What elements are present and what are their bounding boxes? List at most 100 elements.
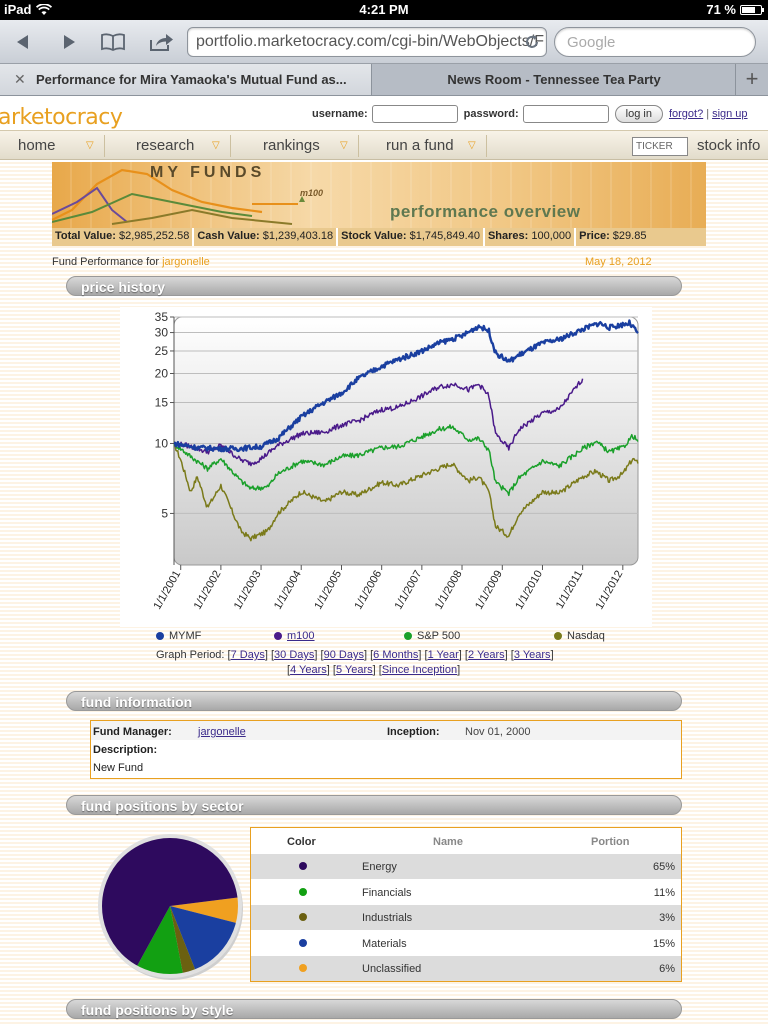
x-tick-label: 1/1/2005 <box>312 569 344 612</box>
clock: 4:21 PM <box>359 2 409 17</box>
page-content: MY FUNDS m100 performance overview Total… <box>0 160 768 1024</box>
sector-color-swatch <box>299 964 307 972</box>
forgot-link[interactable]: forgot? <box>668 108 704 120</box>
y-tick-label: 35 <box>155 310 169 324</box>
description-label: Description: <box>93 744 158 756</box>
chevron-down-icon[interactable]: ▽ <box>212 140 220 151</box>
series-line <box>173 378 584 467</box>
close-tab-icon[interactable]: ✕ <box>14 71 26 87</box>
sector-row: Unclassified 6% <box>251 956 681 981</box>
period-link[interactable]: 7 Days <box>230 649 265 661</box>
price-history-chart: 5 10 15 20 25 30 35 1/1/2001 1/1/2002 1/1/2003 1/1… <box>120 307 652 627</box>
wifi-icon <box>36 3 53 15</box>
main-nav: home ▽ research ▽ rankings ▽ run a fund … <box>0 130 768 160</box>
fund-performance-label: Fund Performance for jargonelle <box>52 256 210 268</box>
legend-swatch <box>156 632 164 640</box>
sector-name: Financials <box>362 886 412 899</box>
device-label: iPad <box>4 2 32 17</box>
legend-swatch <box>404 632 412 640</box>
nav-run-a-fund[interactable]: run a fund <box>386 137 454 154</box>
tab-performance[interactable]: ✕ Performance for Mira Yamaoka's Mutual … <box>0 64 372 95</box>
nav-research[interactable]: research <box>136 137 195 154</box>
chart-legend: MYMF m100 S&P 500 Nasdaq <box>156 630 626 644</box>
fund-manager-label: Fund Manager: <box>93 726 172 738</box>
header-portion: Portion <box>591 836 630 848</box>
new-tab-button[interactable]: + <box>735 64 768 95</box>
legend-item: MYMF <box>156 630 201 642</box>
back-button[interactable] <box>8 28 38 56</box>
header-color: Color <box>287 836 316 848</box>
share-button[interactable] <box>146 28 176 56</box>
legend-item: S&P 500 <box>404 630 460 642</box>
bookmarks-button[interactable] <box>98 28 128 56</box>
stock-info-button[interactable]: stock info <box>697 137 761 154</box>
period-link[interactable]: 4 Years <box>290 664 327 676</box>
price: Price: $29.85 <box>579 230 647 242</box>
period-link[interactable]: Since Inception <box>381 664 458 676</box>
nav-home[interactable]: home <box>18 137 56 154</box>
nav-divider <box>486 135 487 157</box>
period-link[interactable]: 3 Years <box>513 649 551 661</box>
nav-rankings[interactable]: rankings <box>263 137 320 154</box>
period-link[interactable]: 2 Years <box>467 649 505 661</box>
site-header: arketocracy username: password: log in f… <box>0 96 768 130</box>
login-button[interactable]: log in <box>614 105 663 123</box>
link-separator: | <box>706 108 710 120</box>
x-tick-label: 1/1/2007 <box>393 569 425 612</box>
period-link[interactable]: 6 Months <box>373 649 419 661</box>
legend-swatch <box>274 632 282 640</box>
y-tick-label: 25 <box>155 344 169 358</box>
sector-row: Industrials 3% <box>251 905 681 930</box>
graph-period: Graph Period: [7 Days] [30 Days] [90 Day… <box>156 649 554 676</box>
fund-info-table: Fund Manager: jargonelle Inception: Nov … <box>90 720 682 779</box>
plus-icon: + <box>745 66 759 91</box>
legend-label[interactable]: m100 <box>287 630 315 642</box>
address-bar[interactable]: portfolio.marketocracy.com/cgi-bin/WebOb… <box>187 27 547 57</box>
ticker-input[interactable]: TICKER <box>632 137 688 156</box>
y-tick-label: 20 <box>155 366 169 380</box>
section-header-fund-information: fund information <box>66 691 682 711</box>
username-input[interactable] <box>371 105 458 123</box>
sector-color-swatch <box>299 938 307 947</box>
y-tick-label: 30 <box>155 326 169 340</box>
manager-link[interactable]: jargonelle <box>162 256 210 268</box>
sector-name: Industrials <box>362 912 413 924</box>
shares: Shares: 100,000 <box>485 228 577 246</box>
chevron-down-icon[interactable]: ▽ <box>86 140 94 151</box>
site-logo[interactable]: arketocracy <box>0 105 123 130</box>
section-header-positions-style: fund positions by style <box>66 999 682 1019</box>
login-form: username: password: log in forgot? | sig… <box>312 105 748 123</box>
legend-label: S&P 500 <box>417 630 461 642</box>
stock-value: Stock Value: $1,745,849.40 <box>338 228 485 246</box>
fund-manager-link[interactable]: jargonelle <box>198 726 246 738</box>
reload-icon[interactable] <box>524 34 540 50</box>
chevron-down-icon[interactable]: ▽ <box>468 140 476 151</box>
forward-button[interactable] <box>54 28 84 56</box>
tab-bar: ✕ Performance for Mira Yamaoka's Mutual … <box>0 64 768 96</box>
username-label: username: <box>312 108 368 120</box>
search-field[interactable]: Google <box>554 27 756 57</box>
status-bar: iPad 4:21 PM 71 % <box>0 0 768 20</box>
legend-label: MYMF <box>169 630 202 642</box>
signup-link[interactable]: sign up <box>712 108 748 120</box>
legend-item[interactable]: m100 <box>274 630 315 642</box>
sector-pie-chart <box>92 828 248 984</box>
x-tick-label: 1/1/2006 <box>352 569 384 612</box>
sector-portion: 11% <box>653 886 675 899</box>
period-link[interactable]: 5 Years <box>335 664 373 676</box>
header-name: Name <box>433 836 463 848</box>
period-link[interactable]: 90 Days <box>323 649 364 661</box>
inception-date: Nov 01, 2000 <box>465 726 531 738</box>
sector-row: Financials 11% <box>251 880 681 905</box>
sector-row: Energy 65% <box>251 854 681 879</box>
period-link[interactable]: 1 Year <box>427 649 459 661</box>
tab-news-room[interactable]: News Room - Tennessee Tea Party <box>373 64 735 95</box>
chevron-down-icon[interactable]: ▽ <box>340 140 348 151</box>
x-tick-label: 1/1/2004 <box>272 569 304 612</box>
battery-icon <box>740 4 764 15</box>
description-text: New Fund <box>93 762 144 774</box>
legend-swatch <box>554 632 562 640</box>
x-tick-label: 1/1/2002 <box>192 569 224 612</box>
password-input[interactable] <box>522 105 609 123</box>
period-link[interactable]: 30 Days <box>274 649 315 661</box>
